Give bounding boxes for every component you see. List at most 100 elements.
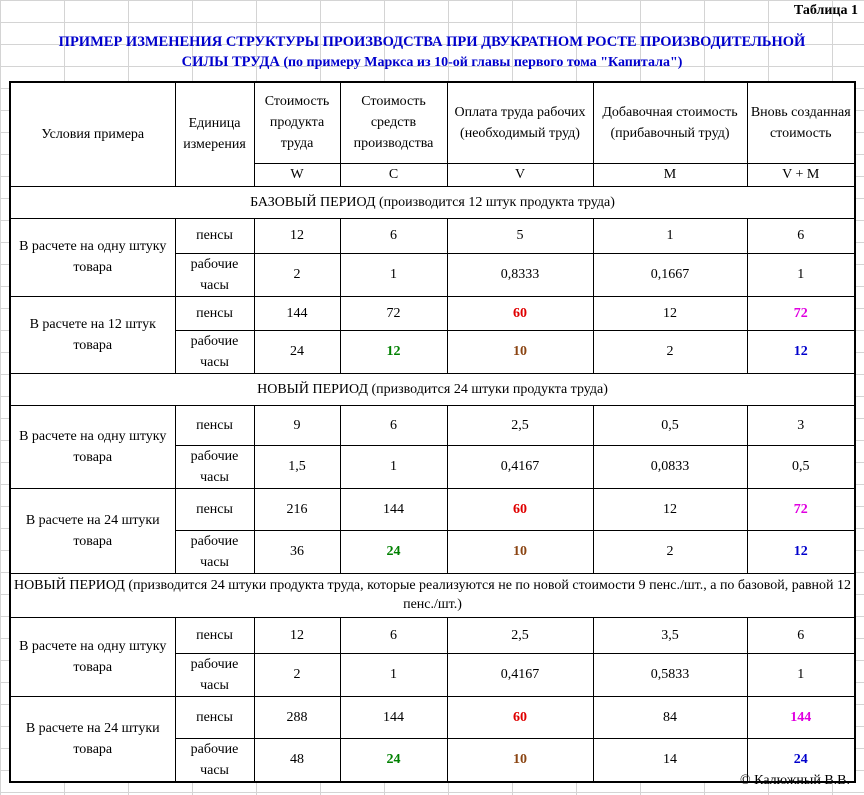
row-unit: пенсы: [174, 487, 255, 531]
header-symbol-vm: V + M: [746, 162, 856, 187]
value-cell: 144: [746, 695, 856, 739]
row-unit: пенсы: [174, 295, 255, 331]
table-row: рабочие часы 36 24 10 2 12: [10, 529, 856, 574]
value-cell: 2,5: [446, 404, 594, 446]
value-cell: 1: [339, 444, 448, 489]
value-cell: 0,5833: [592, 652, 748, 697]
table-row: рабочие часы 2 1 0,4167 0,5833 1: [10, 652, 856, 697]
value-cell: 24: [253, 329, 341, 374]
value-cell: 0,1667: [592, 252, 748, 297]
value-cell: 288: [253, 695, 341, 739]
value-cell: 0,4167: [446, 652, 594, 697]
value-cell: 6: [339, 616, 448, 654]
value-cell: 6: [339, 404, 448, 446]
value-cell: 24: [339, 529, 448, 574]
row-condition: В расчете на одну штуку товара: [9, 404, 176, 489]
value-cell: 1: [592, 217, 748, 254]
value-cell: 48: [253, 737, 341, 782]
value-cell: 6: [746, 616, 856, 654]
value-cell: 0,0833: [592, 444, 748, 489]
value-cell: 12: [592, 487, 748, 531]
header-col-w: Стоимость продукта труда: [253, 81, 341, 164]
value-cell: 2: [592, 529, 748, 574]
value-cell: 1: [339, 652, 448, 697]
value-cell: 1: [339, 252, 448, 297]
table-row: рабочие часы 48 24 10 14 24: [10, 737, 856, 782]
table-header: Условия примера Единица измерения Стоимо…: [9, 81, 856, 187]
row-unit: пенсы: [174, 695, 255, 739]
value-cell: 10: [446, 737, 594, 782]
table-row: В расчете на 24 штуки товара пенсы 288 144 6…: [9, 695, 856, 782]
header-col-vm: Вновь созданная стоимость: [746, 81, 856, 164]
title-line-2-sub: (по примеру Маркса из 10-ой главы первог…: [279, 55, 683, 70]
value-cell: 12: [746, 329, 856, 374]
header-col-m: Добавочная стоимость (прибавочный труд): [592, 81, 748, 164]
value-cell: 12: [746, 529, 856, 574]
header-symbol-m: M: [592, 162, 748, 187]
data-table: Условия примера Единица измерения Стоимо…: [9, 81, 856, 783]
header-unit: Единица измерения: [174, 81, 255, 187]
row-condition: В расчете на одну штуку товара: [9, 616, 176, 697]
table-body: БАЗОВЫЙ ПЕРИОД (производится 12 штук про…: [9, 185, 856, 782]
value-cell: 14: [592, 737, 748, 782]
table-row: В расчете на одну штуку товара пенсы 9 6 2,5…: [9, 404, 856, 489]
table-row: В расчете на 24 штуки товара пенсы 216 144 6…: [9, 487, 856, 574]
table-label: Таблица 1: [793, 3, 858, 18]
row-condition: В расчете на одну штуку товара: [9, 217, 176, 297]
header-symbol-v: V: [446, 162, 594, 187]
table-row: рабочие часы 24 12 10 2 12: [10, 329, 856, 374]
value-cell: 0,5: [592, 404, 748, 446]
value-cell: 60: [446, 295, 594, 331]
value-cell: 144: [253, 295, 341, 331]
value-cell: 9: [253, 404, 341, 446]
value-cell: 72: [746, 295, 856, 331]
value-cell: 3: [746, 404, 856, 446]
value-cell: 2: [253, 652, 341, 697]
value-cell: 144: [339, 487, 448, 531]
value-cell: 0,8333: [446, 252, 594, 297]
header-symbol-c: C: [339, 162, 448, 187]
title-line-1: ПРИМЕР ИЗМЕНЕНИЯ СТРУКТУРЫ ПРОИЗВОДСТВА …: [58, 34, 806, 50]
value-cell: 60: [446, 695, 594, 739]
header-symbol-w: W: [253, 162, 341, 187]
row-condition: В расчете на 24 штуки товара: [9, 695, 176, 782]
table-row: В расчете на одну штуку товара пенсы 12 6 2,…: [9, 616, 856, 697]
value-cell: 12: [592, 295, 748, 331]
row-unit: пенсы: [174, 404, 255, 446]
value-cell: 1: [746, 252, 856, 297]
value-cell: 12: [339, 329, 448, 374]
section-title: НОВЫЙ ПЕРИОД (призводится 24 штуки проду…: [9, 372, 856, 406]
value-cell: 1: [746, 652, 856, 697]
value-cell: 3,5: [592, 616, 748, 654]
header-conditions: Условия примера: [9, 81, 176, 187]
section-title: БАЗОВЫЙ ПЕРИОД (производится 12 штук про…: [9, 185, 856, 219]
value-cell: 10: [446, 529, 594, 574]
value-cell: 24: [746, 737, 856, 782]
value-cell: 2,5: [446, 616, 594, 654]
row-unit: рабочие часы: [174, 444, 255, 489]
value-cell: 216: [253, 487, 341, 531]
value-cell: 1,5: [253, 444, 341, 489]
row-unit: рабочие часы: [174, 652, 255, 697]
section-title: НОВЫЙ ПЕРИОД (призводится 24 штуки проду…: [9, 572, 856, 618]
row-condition: В расчете на 12 штук товара: [9, 295, 176, 374]
row-unit: рабочие часы: [174, 529, 255, 574]
value-cell: 5: [446, 217, 594, 254]
value-cell: 36: [253, 529, 341, 574]
value-cell: 0,4167: [446, 444, 594, 489]
table-row: В расчете на 12 штук товара пенсы 144 72 60 1…: [9, 295, 856, 374]
value-cell: 6: [746, 217, 856, 254]
header-col-v: Оплата труда рабочих (необходимый труд): [446, 81, 594, 164]
row-unit: рабочие часы: [174, 252, 255, 297]
value-cell: 144: [339, 695, 448, 739]
value-cell: 6: [339, 217, 448, 254]
value-cell: 12: [253, 217, 341, 254]
value-cell: 24: [339, 737, 448, 782]
value-cell: 60: [446, 487, 594, 531]
value-cell: 84: [592, 695, 748, 739]
value-cell: 72: [746, 487, 856, 531]
value-cell: 10: [446, 329, 594, 374]
title-line-2: СИЛЫ ТРУДА (по примеру Маркса из 10-ой г…: [0, 52, 864, 73]
table-row: рабочие часы 2 1 0,8333 0,1667 1: [10, 252, 856, 297]
table-row: рабочие часы 1,5 1 0,4167 0,0833 0,5: [10, 444, 856, 489]
